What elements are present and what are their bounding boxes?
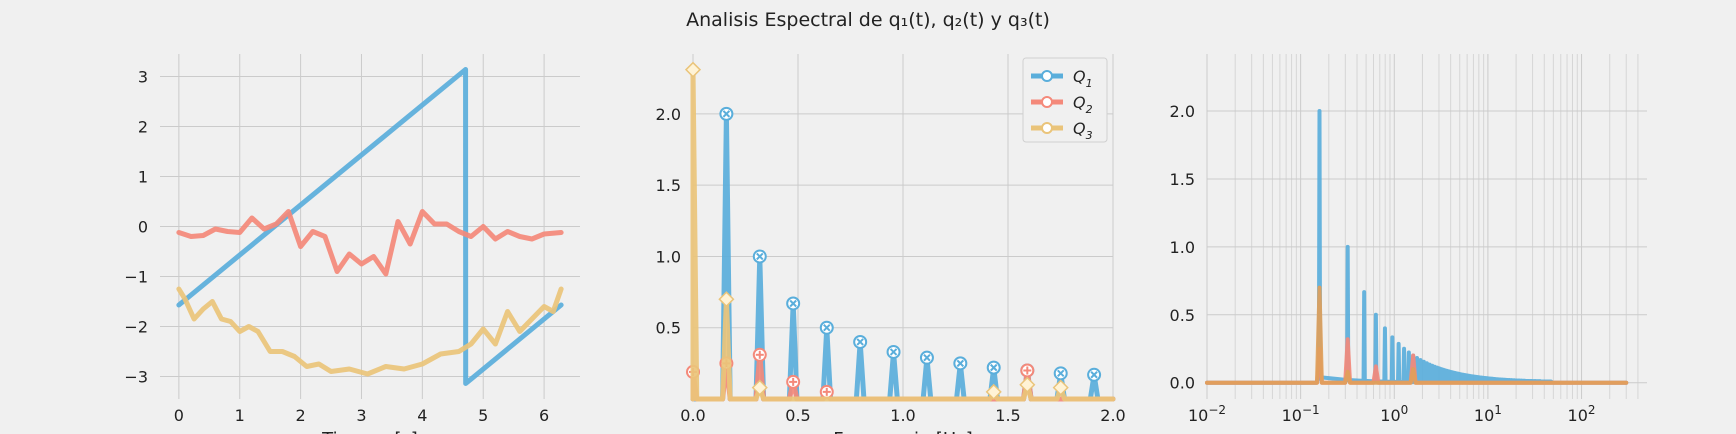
x-tick-label: 100 [1380,403,1408,425]
minor-grid [1235,54,1638,399]
x-tick-label: 0.0 [680,406,705,425]
x-tick-label: 1.0 [890,406,915,425]
y-tick-label: 2 [138,118,148,137]
x-tick-label: 4 [417,406,427,425]
x-tick-label: 10−1 [1282,403,1320,425]
x-tick-exponent: 2 [1588,403,1596,417]
x-axis-label: Frecuencia [Hz] [833,429,973,434]
y-tick-label: 0 [138,218,148,237]
y-tick-label: −2 [124,318,148,337]
x-tick-exponent: 0 [1401,403,1409,417]
grid [1207,54,1647,399]
spectrum-axes: 0.0 0.5 1.0 1.5 2.0 0.5 1.0 1.5 2.0 Frecuencia [H… [656,54,1126,434]
legend-subscript: 2 [1086,103,1093,116]
y-tick-label: 1.0 [656,247,681,266]
x-tick-label: 3 [356,406,366,425]
y-tick-label: 0.5 [1170,306,1195,325]
marker-q3 [686,63,700,77]
x-tick-exponent: 1 [1494,403,1502,417]
y-tick-label: 3 [138,68,148,87]
x-tick-label: 2 [296,406,306,425]
series-line-q2 [179,212,561,275]
series-line-q3 [179,289,561,374]
x-tick-label: 0 [174,406,184,425]
x-tick-label: 5 [478,406,488,425]
grid [160,54,580,399]
y-tick-label: 1.5 [656,176,681,195]
y-tick-label: 0.0 [1170,374,1195,393]
legend-marker-q1 [1042,71,1052,81]
x-axis-label: Tiempo [s] [321,429,418,434]
y-tick-label: 2.0 [656,105,681,124]
legend-subscript: 3 [1086,129,1093,142]
legend-marker-q2 [1042,97,1052,107]
y-tick-label: 1.0 [1170,238,1195,257]
y-tick-label: 1.5 [1170,170,1195,189]
legend-subscript: 1 [1086,77,1093,90]
figure-title: Analisis Espectral de q₁(t), q₂(t) y q₃(… [686,9,1050,31]
legend-marker-q3 [1042,123,1052,133]
x-tick-label: 2.0 [1100,406,1125,425]
x-tick-exponent: −2 [1208,403,1226,417]
x-tick-label: 1 [235,406,245,425]
time-domain-axes: 0 1 2 3 4 5 6 −3 −2 −1 0 1 2 3 Tiempo [s] [124,54,580,434]
y-tick-label: 0.5 [656,319,681,338]
x-tick-label: 6 [539,406,549,425]
y-tick-label: −1 [124,268,148,287]
y-tick-label: −3 [124,368,148,387]
x-tick-label: 1.5 [995,406,1020,425]
x-tick-label: 102 [1568,403,1596,425]
y-tick-label: 2.0 [1170,102,1195,121]
x-tick-exponent: −1 [1302,403,1320,417]
x-tick-label: 10−2 [1188,403,1226,425]
y-tick-label: 1 [138,168,148,187]
x-tick-label: 0.5 [785,406,810,425]
x-tick-label: 101 [1474,403,1502,425]
